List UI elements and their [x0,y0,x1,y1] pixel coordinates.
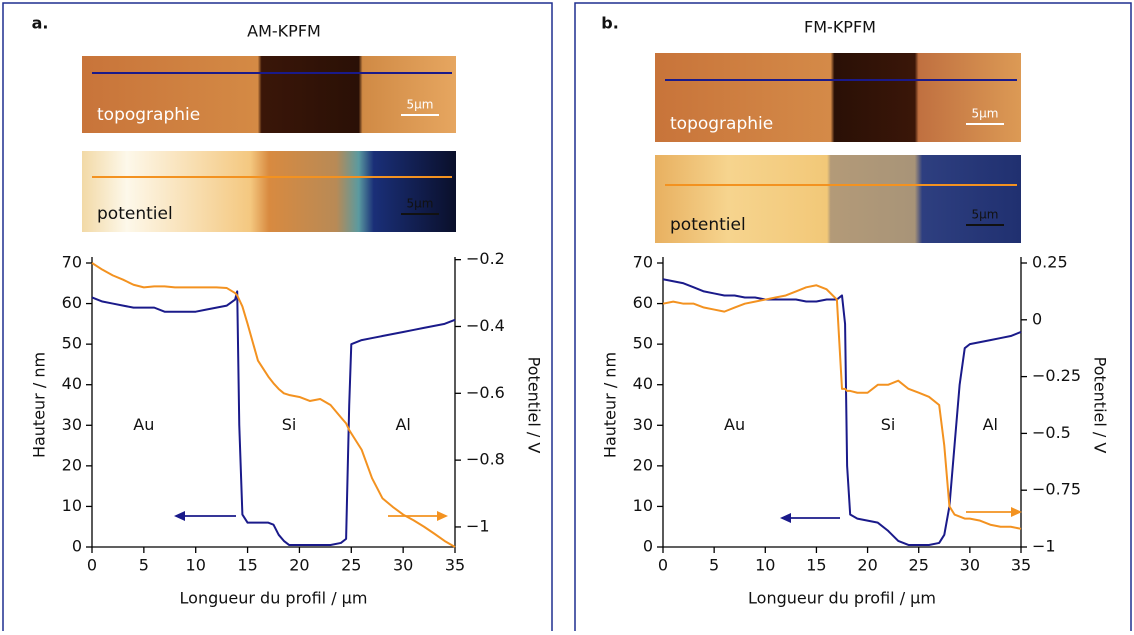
x-tick-label: 10 [186,556,206,575]
x-tick-label: 25 [909,556,929,575]
x-tick-label: 30 [960,556,980,575]
image-label: potentiel [97,204,173,224]
x-tick-label: 5 [139,556,149,575]
y-tick-label: 20 [633,455,653,474]
x-tick-label: 20 [289,556,309,575]
y-tick-label: 0 [72,537,82,556]
afm-image [655,53,1021,142]
x-tick-label: 15 [237,556,257,575]
y-tick-label: 30 [62,415,82,434]
x-tick-label: 0 [658,556,668,575]
y2-tick-label: −0.4 [466,316,505,335]
scale-bar-label: 5µm [407,197,434,211]
panel-label: a. [32,14,49,33]
y2-axis-label: Potentiel / V [1091,357,1110,454]
panel-label: b. [601,14,619,33]
scale-bar-label: 5µm [972,107,999,121]
image-label: potentiel [670,215,746,235]
chart-title: FM-KPFM [804,18,876,37]
y-tick-label: 30 [633,415,653,434]
y-tick-label: 60 [633,293,653,312]
scale-bar-label: 5µm [407,98,434,112]
y2-tick-label: −0.2 [466,249,505,268]
axis-arrow-head [437,511,448,521]
y2-tick-label: −1 [1032,537,1056,556]
x-axis-label: Longueur du profil / µm [748,589,936,608]
chart-title: AM-KPFM [247,22,321,41]
y-tick-label: 70 [62,253,82,272]
y2-tick-label: −0.25 [1032,366,1081,385]
y-tick-label: 40 [633,374,653,393]
y-tick-label: 40 [62,374,82,393]
region-label: Si [881,415,896,434]
data-line [91,290,456,546]
axis-arrow-head [1011,507,1022,517]
image-label: topographie [97,105,200,125]
afm-image [655,155,1021,243]
y-tick-label: 70 [633,253,653,272]
y-tick-label: 0 [643,537,653,556]
data-line [662,284,1022,530]
image-label: topographie [670,114,773,134]
x-tick-label: 25 [341,556,361,575]
afm-image [82,56,456,133]
y2-tick-label: −0.6 [466,383,505,402]
scale-bar-label: 5µm [972,208,999,222]
x-tick-label: 15 [806,556,826,575]
region-label: Al [395,415,410,434]
data-line [91,262,456,548]
y-tick-label: 50 [62,334,82,353]
x-tick-label: 30 [393,556,413,575]
region-label: Au [133,415,154,434]
y2-tick-label: 0 [1032,309,1042,328]
y-axis-label: Hauteur / nm [601,352,620,458]
data-line [662,278,1022,546]
y2-tick-label: −0.8 [466,450,505,469]
x-tick-label: 10 [755,556,775,575]
y-tick-label: 50 [633,334,653,353]
y-tick-label: 10 [633,496,653,515]
region-label: Si [282,415,297,434]
y-tick-label: 10 [62,496,82,515]
y2-tick-label: −1 [466,516,490,535]
y-tick-label: 20 [62,455,82,474]
x-axis-label: Longueur du profil / µm [180,589,368,608]
axis-arrow-head [174,511,185,521]
region-label: Au [724,415,745,434]
y2-tick-label: −0.5 [1032,423,1071,442]
x-tick-label: 35 [445,556,465,575]
y2-tick-label: 0.25 [1032,253,1068,272]
x-tick-label: 0 [87,556,97,575]
y2-tick-label: −0.75 [1032,480,1081,499]
x-tick-label: 20 [857,556,877,575]
region-label: Al [983,415,998,434]
y-axis-label: Hauteur / nm [30,352,49,458]
panel-frame [2,2,553,635]
afm-image [82,151,456,232]
x-tick-label: 35 [1011,556,1031,575]
y-tick-label: 60 [62,293,82,312]
y2-axis-label: Potentiel / V [525,357,544,454]
panel-frame [574,2,1132,635]
x-tick-label: 5 [709,556,719,575]
axis-arrow-head [780,513,791,523]
